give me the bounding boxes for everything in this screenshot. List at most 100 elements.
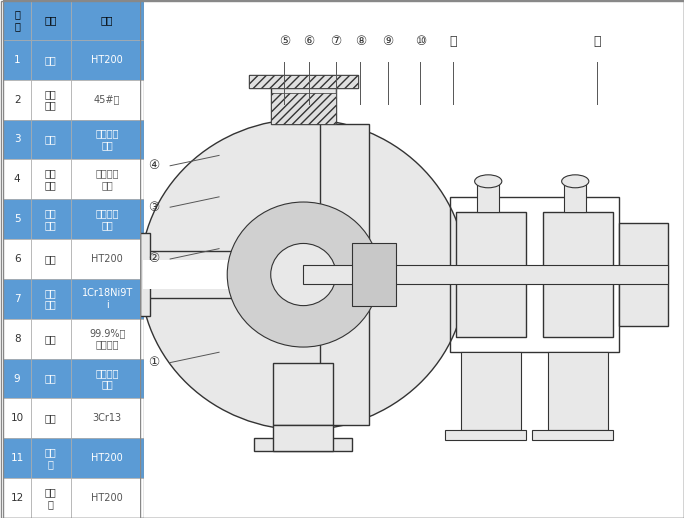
Text: 泵体
衬里: 泵体 衬里 (45, 168, 57, 190)
Bar (70, 319, 144, 358)
Bar (254, 438, 352, 451)
Bar (249, 75, 358, 88)
Bar (352, 243, 396, 306)
Text: 聚全氟乙
丙烯: 聚全氟乙 丙烯 (96, 208, 119, 230)
Bar (3, 239, 31, 279)
Text: 45#钢: 45#钢 (94, 95, 120, 105)
Bar (70, 398, 144, 438)
Text: ③: ③ (148, 200, 159, 214)
Bar (3, 279, 31, 319)
Bar (31, 358, 70, 398)
Bar (274, 363, 333, 425)
Bar (70, 279, 144, 319)
Text: ⑪: ⑪ (449, 35, 457, 48)
Text: ⑤: ⑤ (278, 35, 290, 48)
Bar (450, 197, 619, 352)
Text: ⑩: ⑩ (415, 35, 426, 48)
Text: 叶轮
骨架: 叶轮 骨架 (45, 89, 57, 110)
Bar (31, 80, 70, 120)
Bar (70, 120, 144, 160)
Text: ⑦: ⑦ (330, 35, 341, 48)
Text: HT200: HT200 (91, 254, 123, 264)
Bar (31, 478, 70, 518)
Text: 1: 1 (14, 55, 21, 65)
Bar (3, 478, 31, 518)
Text: 5: 5 (14, 214, 21, 224)
Text: 泵盖
衬里: 泵盖 衬里 (45, 208, 57, 230)
Text: ⑨: ⑨ (382, 35, 393, 48)
Circle shape (271, 243, 336, 306)
Text: 11: 11 (10, 453, 24, 463)
Text: 4: 4 (14, 175, 21, 184)
Bar (70, 438, 144, 478)
Bar (140, 233, 150, 316)
Text: ⑥: ⑥ (303, 35, 315, 48)
Bar (31, 239, 70, 279)
Ellipse shape (475, 175, 502, 188)
Text: 聚全氟乙
丙烯: 聚全氟乙 丙烯 (96, 128, 119, 150)
Bar (3, 398, 31, 438)
Bar (70, 239, 144, 279)
Bar (3, 319, 31, 358)
Bar (3, 199, 31, 239)
Bar (31, 199, 70, 239)
Bar (3, 80, 31, 120)
Bar (3, 0, 31, 40)
Bar (531, 430, 614, 440)
Bar (456, 212, 526, 337)
Text: 聚全氟乙
丙烯: 聚全氟乙 丙烯 (96, 168, 119, 190)
Text: 9: 9 (14, 373, 21, 383)
Bar (70, 80, 144, 120)
Bar (143, 260, 290, 289)
Bar (31, 398, 70, 438)
Bar (31, 0, 70, 40)
Bar (31, 319, 70, 358)
Text: 10: 10 (10, 413, 24, 423)
Bar (477, 181, 499, 212)
Bar (70, 199, 144, 239)
Bar (70, 160, 144, 199)
Text: 叶轮: 叶轮 (45, 135, 57, 145)
Bar (3, 160, 31, 199)
Text: 材质: 材质 (101, 15, 114, 25)
Bar (542, 212, 614, 337)
Bar (445, 430, 526, 440)
Text: ⑧: ⑧ (355, 35, 366, 48)
Text: 1Cr18Ni9T
i: 1Cr18Ni9T i (81, 288, 133, 310)
Bar (31, 279, 70, 319)
Bar (3, 120, 31, 160)
Bar (70, 40, 144, 80)
Circle shape (140, 119, 466, 430)
Bar (3, 358, 31, 398)
Text: 序
号: 序 号 (14, 9, 20, 31)
Text: 动环: 动环 (45, 373, 57, 383)
Bar (548, 352, 608, 430)
Text: ⑫: ⑫ (593, 35, 601, 48)
Text: 8: 8 (14, 334, 21, 343)
Bar (3, 438, 31, 478)
Ellipse shape (562, 175, 589, 188)
Text: 泵盖: 泵盖 (45, 254, 57, 264)
Bar (31, 160, 70, 199)
Text: 机封
压盖: 机封 压盖 (45, 288, 57, 310)
Bar (3, 40, 31, 80)
Text: 泵轴: 泵轴 (45, 413, 57, 423)
Bar (31, 40, 70, 80)
Bar (70, 358, 144, 398)
Bar (619, 223, 668, 326)
Bar (271, 93, 336, 124)
Bar (461, 352, 521, 430)
Bar (271, 83, 336, 124)
Bar (564, 181, 586, 212)
Text: 泵体: 泵体 (45, 55, 57, 65)
Text: 12: 12 (10, 493, 24, 503)
Bar (31, 120, 70, 160)
Text: 2: 2 (14, 95, 21, 105)
Text: 静环: 静环 (45, 334, 57, 343)
Text: 99.9%氧
化铝陶瓷: 99.9%氧 化铝陶瓷 (89, 328, 125, 350)
Bar (249, 75, 358, 88)
Text: ①: ① (148, 356, 159, 369)
Text: 7: 7 (14, 294, 21, 304)
Text: 填充四氟
乙烯: 填充四氟 乙烯 (96, 368, 119, 390)
Text: 6: 6 (14, 254, 21, 264)
